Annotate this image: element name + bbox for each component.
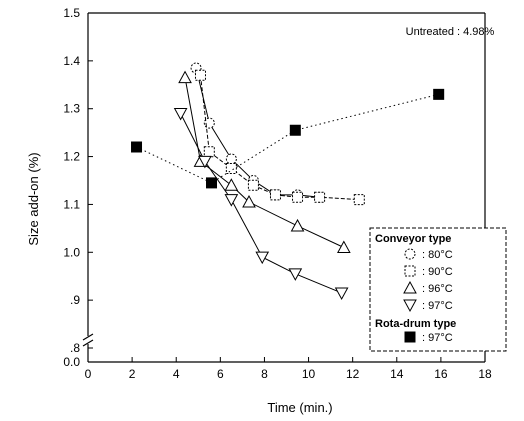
y-tick-labels: .8 .9 1.0 1.1 1.2 1.3 1.4 1.5 0.0 bbox=[63, 6, 80, 369]
x-tick-label: 12 bbox=[346, 367, 360, 381]
data-point bbox=[433, 88, 445, 100]
data-point bbox=[173, 108, 188, 121]
legend-marker bbox=[404, 331, 416, 343]
legend-label: : 96°C bbox=[422, 283, 453, 295]
untreated-annotation: Untreated : 4.98% bbox=[406, 26, 495, 38]
y-tick-label: 1.2 bbox=[63, 150, 80, 164]
y-tick-label: 1.1 bbox=[63, 197, 80, 211]
y-axis-label: Size add-on (%) bbox=[26, 152, 41, 245]
y-tick-label: 1.0 bbox=[63, 245, 80, 259]
data-point bbox=[198, 155, 212, 169]
legend-marker bbox=[404, 248, 416, 260]
data-point bbox=[225, 153, 237, 165]
legend: Conveyor type Rota-drum type : 80°C : 90°… bbox=[369, 227, 507, 352]
data-point bbox=[206, 177, 218, 189]
data-point bbox=[337, 240, 351, 253]
x-tick-label: 6 bbox=[217, 367, 224, 381]
y-tick-label: .9 bbox=[70, 293, 80, 307]
data-point bbox=[178, 70, 192, 84]
x-tick-label: 16 bbox=[434, 367, 448, 381]
axes bbox=[82, 12, 491, 363]
data-point bbox=[247, 179, 259, 191]
data-point bbox=[255, 251, 270, 265]
data-point bbox=[334, 287, 349, 301]
data-point bbox=[292, 191, 304, 203]
series-filled-square bbox=[131, 88, 445, 189]
legend-label: : 80°C bbox=[422, 249, 453, 261]
data-point bbox=[194, 69, 206, 81]
x-tick-label: 10 bbox=[302, 367, 316, 381]
legend-marker bbox=[403, 280, 417, 294]
legend-entries: : 80°C : 90°C : 96°C : 97°C : 97°C bbox=[403, 248, 453, 344]
y-tick-label: 1.3 bbox=[63, 102, 80, 116]
x-tick-label: 14 bbox=[390, 367, 404, 381]
legend-group-rotadrum-title: Rota-drum type bbox=[375, 318, 456, 330]
x-tick-label: 4 bbox=[173, 367, 180, 381]
y-tick-label: .8 bbox=[70, 341, 80, 355]
legend-label: : 90°C bbox=[422, 266, 453, 278]
data-point bbox=[203, 117, 215, 129]
x-tick-label: 8 bbox=[261, 367, 268, 381]
data-point bbox=[269, 189, 281, 201]
data-point bbox=[131, 141, 143, 153]
data-point bbox=[353, 194, 365, 206]
series-layer bbox=[131, 62, 445, 301]
legend-entry: : 97°C bbox=[403, 299, 453, 313]
data-point bbox=[288, 268, 303, 281]
y-tick-label: 1.5 bbox=[63, 6, 80, 20]
legend-label: : 97°C bbox=[422, 332, 453, 344]
data-point bbox=[289, 124, 301, 136]
legend-marker bbox=[403, 299, 417, 313]
series-line bbox=[136, 93, 439, 184]
y-tick-label: 1.4 bbox=[63, 54, 80, 68]
legend-entry: : 90°C bbox=[404, 265, 453, 278]
series-line bbox=[184, 77, 345, 248]
legend-marker bbox=[404, 265, 416, 277]
series-line bbox=[199, 75, 360, 201]
legend-group-conveyor-title: Conveyor type bbox=[375, 233, 451, 245]
x-axis-label: Time (min.) bbox=[267, 400, 332, 415]
data-point bbox=[314, 191, 326, 203]
data-point bbox=[290, 218, 305, 232]
data-point bbox=[224, 178, 239, 191]
legend-label: : 97°C bbox=[422, 300, 453, 312]
series-triangle-down bbox=[173, 108, 349, 301]
y-axis-break-mark bbox=[82, 333, 94, 347]
data-point bbox=[203, 146, 215, 158]
x-tick-labels: 0 2 4 6 8 10 12 14 16 18 bbox=[85, 367, 492, 381]
y-tick-label: 0.0 bbox=[63, 355, 80, 369]
data-point bbox=[224, 194, 239, 207]
x-tick-label: 0 bbox=[85, 367, 92, 381]
data-point bbox=[225, 163, 237, 175]
legend-entry: : 80°C bbox=[404, 248, 453, 261]
legend-entry: : 96°C bbox=[403, 280, 453, 295]
x-tick-label: 18 bbox=[478, 367, 492, 381]
series-line bbox=[180, 113, 342, 294]
data-point bbox=[242, 194, 256, 208]
legend-entry: : 97°C bbox=[404, 331, 453, 344]
tick-marks bbox=[87, 12, 486, 363]
legend-box bbox=[369, 227, 507, 352]
x-tick-label: 2 bbox=[129, 367, 136, 381]
series-square bbox=[194, 69, 365, 206]
